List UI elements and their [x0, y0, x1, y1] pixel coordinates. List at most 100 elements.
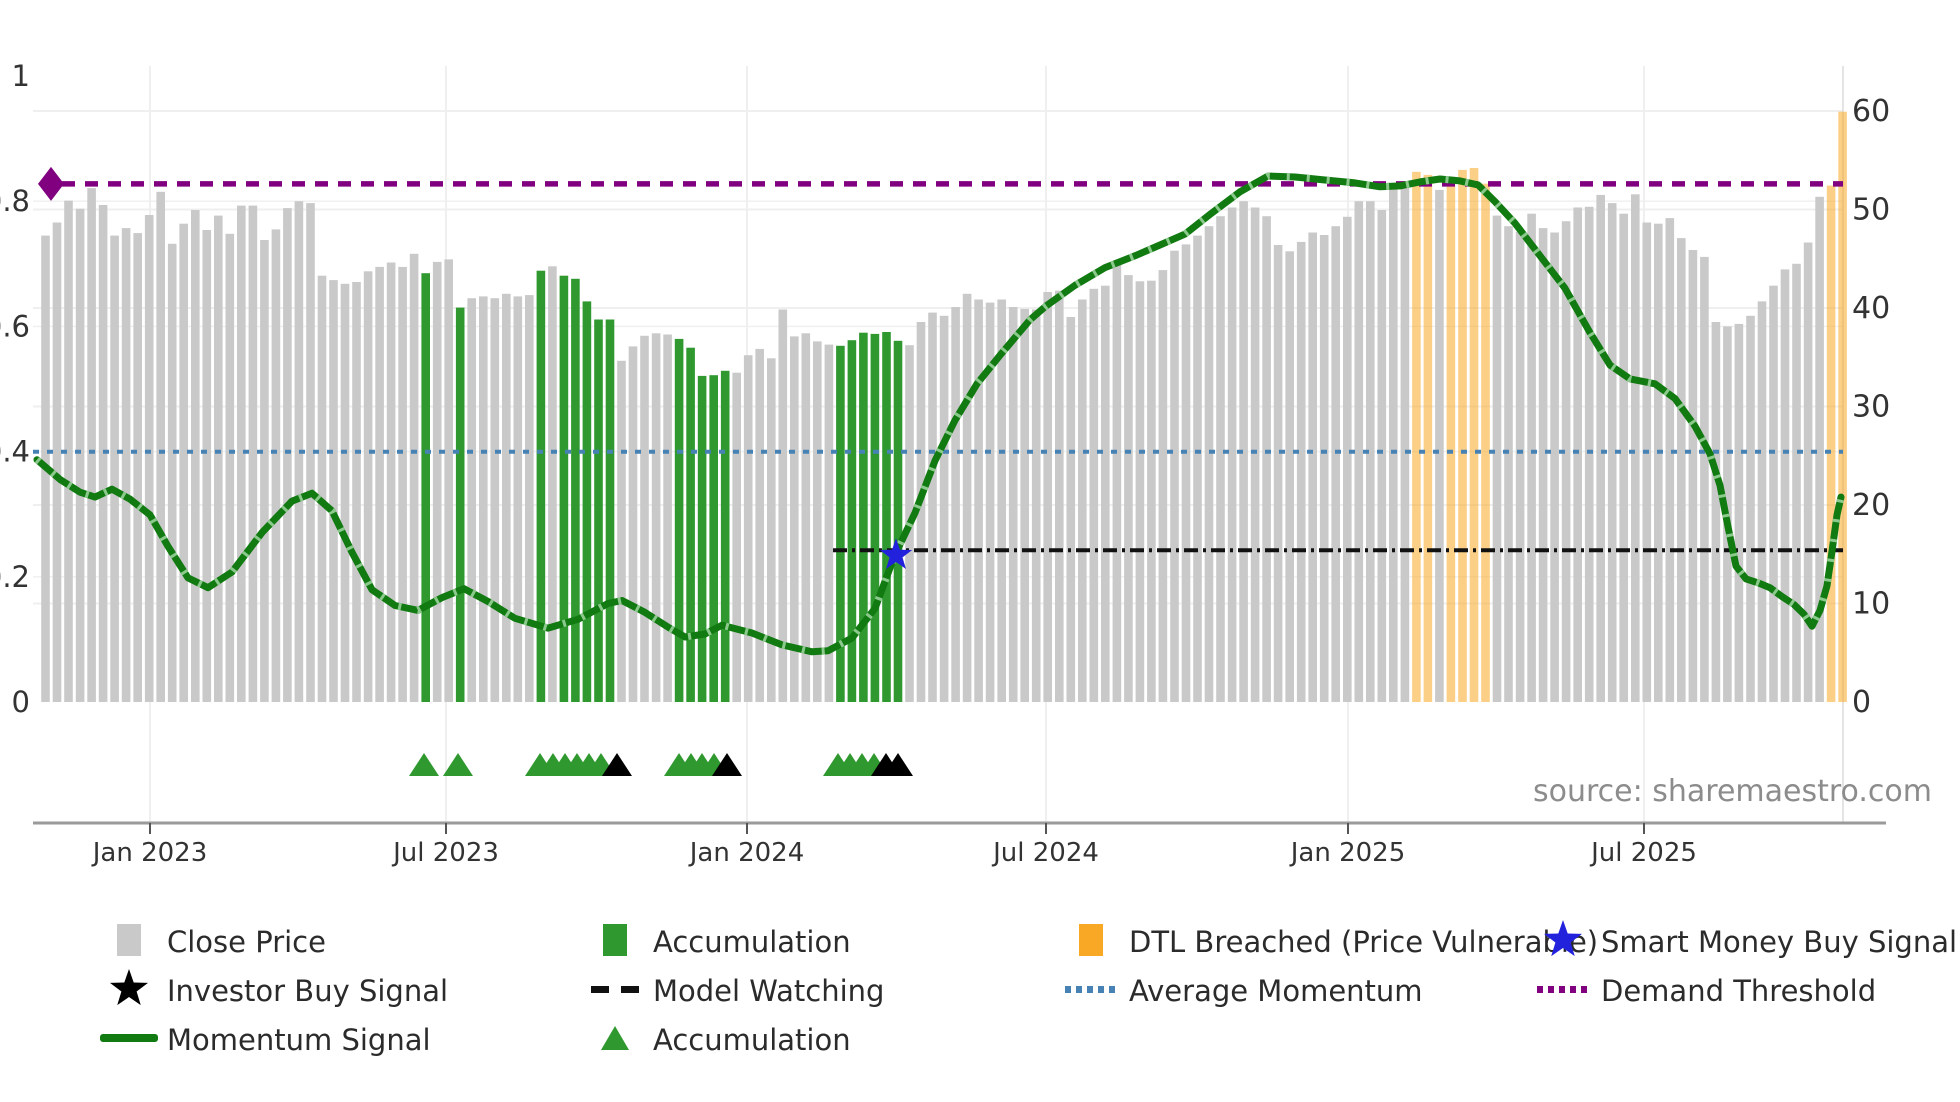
- left-y-tick-label: 0.2: [0, 560, 30, 594]
- close-price-bar: [1631, 194, 1640, 703]
- close-price-bar: [1181, 244, 1191, 702]
- close-price-bar: [1216, 216, 1225, 702]
- close-price-bar: [1031, 309, 1041, 702]
- close-price-bar: [548, 266, 557, 702]
- accumulation-bar: [870, 333, 880, 702]
- x-tick-label: Jul 2024: [991, 838, 1099, 868]
- dtl-breached-bar: [1838, 111, 1847, 702]
- close-price-bar: [260, 240, 269, 702]
- close-price-bar: [1435, 189, 1444, 702]
- close-price-bar: [133, 233, 142, 702]
- accumulation-bar: [709, 375, 718, 702]
- investor-buy-signal-swatch-icon: [97, 965, 161, 1017]
- accumulation-bar: [882, 332, 891, 702]
- legend-item-model-watching: Model Watching: [583, 967, 884, 1015]
- close-price-bar: [916, 322, 926, 702]
- left-y-axis: 0 0.2 0.4 0.6 0.8 1: [0, 59, 30, 719]
- dtl-breached-bar: [1423, 174, 1433, 702]
- dtl-breached-bar: [1481, 183, 1490, 702]
- close-price-bar: [801, 333, 811, 702]
- close-price-bar: [1688, 250, 1698, 702]
- close-price-bar: [1158, 270, 1168, 702]
- close-price-bar: [1308, 232, 1317, 702]
- close-price-bar: [513, 296, 523, 702]
- close-price-bar: [974, 299, 983, 702]
- close-price-bar: [1550, 232, 1559, 702]
- close-price-bar: [1734, 323, 1744, 702]
- close-price-bar: [432, 261, 442, 702]
- close-price-bar: [1492, 215, 1502, 702]
- momentum-signal-swatch-icon: [97, 1014, 161, 1066]
- legend-item-dtl-breached: DTL Breached (Price Vulnerable): [1059, 918, 1598, 966]
- close-price-bar: [1515, 231, 1525, 702]
- legend-item-investor-buy-signal: Investor Buy Signal: [97, 967, 448, 1015]
- close-price-bar: [1008, 307, 1018, 702]
- close-price-bar: [479, 296, 488, 702]
- close-price-bar: [617, 360, 626, 702]
- legend-item-accumulation-bar: Accumulation: [583, 918, 851, 966]
- accumulation-bar: [859, 332, 868, 702]
- close-price-bar: [928, 312, 937, 702]
- close-price-bar: [778, 309, 788, 702]
- model-watching-swatch-icon: [583, 965, 647, 1017]
- close-price-bar: [167, 243, 177, 703]
- close-price-bar: [156, 191, 165, 703]
- close-price-bar: [1343, 216, 1352, 703]
- close-price-bar: [490, 298, 500, 702]
- close-price-bar: [651, 333, 661, 702]
- close-price-bar: [640, 335, 649, 702]
- right-y-tick-label: 60: [1852, 94, 1890, 129]
- x-tick-label: Jul 2023: [391, 838, 499, 868]
- legend-label: Investor Buy Signal: [167, 974, 449, 1008]
- smart-money-buy-signal-star-icon: [879, 538, 913, 569]
- legend-label: Accumulation: [653, 925, 851, 959]
- close-price-bar: [1227, 207, 1237, 702]
- reference-lines: [33, 181, 1843, 553]
- close-price-bar: [1803, 242, 1813, 702]
- right-y-axis: 0 10 20 30 40 50 60: [1852, 94, 1890, 720]
- close-price-bar: [1020, 308, 1029, 702]
- left-y-tick-label: 0.6: [0, 309, 30, 343]
- legend-label: DTL Breached (Price Vulnerable): [1129, 925, 1599, 959]
- close-price-bar: [1400, 183, 1410, 702]
- price-bars-layer: [41, 111, 1847, 703]
- close-price-bar: [398, 266, 407, 702]
- accumulation-bar: [571, 278, 580, 702]
- close-price-bar: [1596, 194, 1605, 702]
- close-price-bar: [1078, 299, 1087, 702]
- close-price-bar: [340, 283, 350, 702]
- close-price-bar: [1538, 228, 1548, 702]
- right-y-tick-label: 30: [1852, 390, 1890, 425]
- accumulation-bar: [674, 338, 684, 702]
- close-price-bar: [525, 295, 534, 702]
- accumulation-bar: [455, 307, 465, 702]
- left-y-tick-label: 0.8: [0, 184, 30, 218]
- close-price-bar: [144, 215, 154, 702]
- close-price-bar: [1792, 263, 1801, 702]
- close-price-bar: [1354, 201, 1364, 702]
- accumulation-triangle-icon: [443, 753, 473, 776]
- legend-item-close-price: Close Price: [97, 918, 326, 966]
- investor-buy-signal-triangle-icon: [602, 753, 632, 776]
- accumulation-bar: [686, 347, 695, 702]
- accumulation-bar: [582, 301, 592, 702]
- close-price-bar: [121, 228, 131, 702]
- close-price-bar: [1389, 187, 1398, 702]
- close-price-bar: [997, 299, 1006, 702]
- accumulation-bar: [893, 340, 903, 702]
- close-price-bar: [1147, 280, 1156, 702]
- close-price-bar: [1089, 288, 1099, 702]
- close-price-bar: [939, 315, 949, 702]
- close-price-bar: [1112, 260, 1122, 702]
- close-price-bar: [1066, 317, 1076, 702]
- gridlines: [33, 66, 1844, 823]
- close-price-bar: [1665, 218, 1675, 702]
- close-price-bar: [271, 229, 281, 702]
- accumulation-bar: [559, 275, 569, 702]
- close-price-bar: [732, 372, 741, 702]
- close-price-bar: [743, 355, 753, 702]
- right-y-tick-label: 0: [1852, 685, 1871, 720]
- close-price-bar: [179, 223, 188, 702]
- legend-label: Momentum Signal: [167, 1023, 431, 1057]
- close-price-bar: [237, 205, 246, 702]
